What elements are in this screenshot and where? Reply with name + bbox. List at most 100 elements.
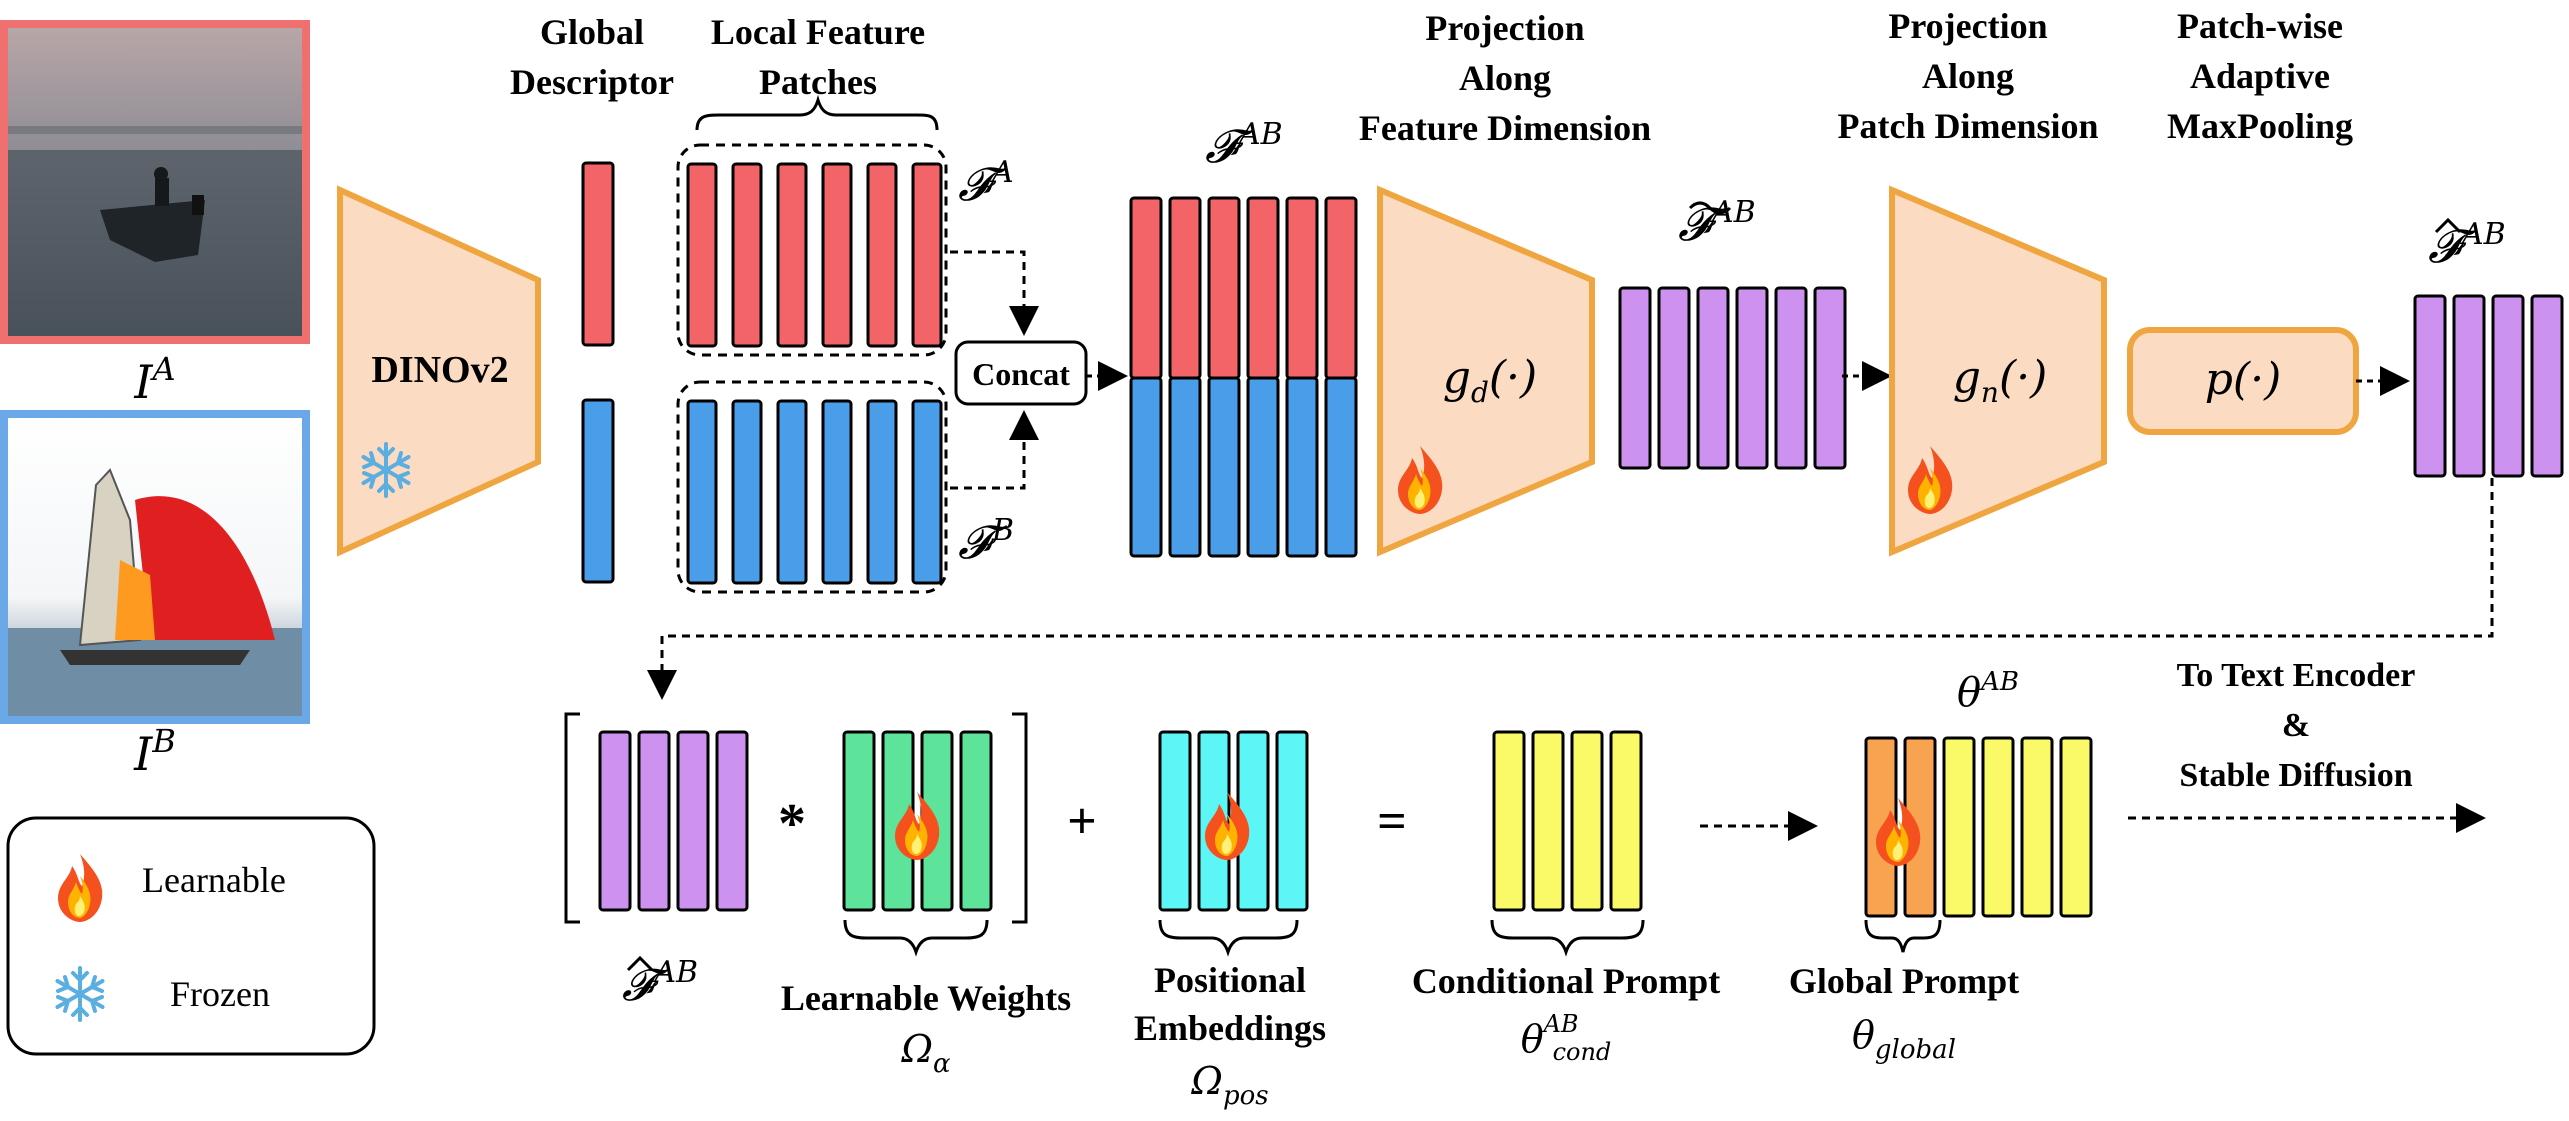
equals-operator: = [1377, 793, 1407, 850]
fhat-bottom-bar [676, 730, 710, 912]
feature-ab-label: 𝓕AB [1205, 117, 1283, 173]
conditional-prompt-bar [1570, 730, 1604, 912]
weights-brace [843, 919, 989, 957]
dinov2-encoder [337, 185, 541, 557]
header-patchwise-pool-line-1: Patch-wise [2177, 6, 2343, 46]
learnable-weight-bar [959, 730, 993, 912]
patch-a-bar [686, 162, 718, 348]
theta-ab-bar [2059, 736, 2093, 918]
fhat-bar [2491, 294, 2525, 478]
ftilde-bar [1696, 286, 1730, 470]
image-a-label: IA [133, 350, 175, 409]
positional-embedding-bar [1275, 730, 1309, 912]
fab-bar-top [1129, 196, 1163, 380]
patch-a-bar [776, 162, 808, 348]
fhat-bottom-bar [637, 730, 671, 912]
fab-bar-bottom [1129, 376, 1163, 558]
patch-b-bar [686, 399, 718, 585]
feature-hat-label: 𝓕AB [2428, 217, 2506, 273]
global-descriptor-b [581, 398, 615, 584]
text-encoder-caption-line-3: Stable Diffusion [2179, 757, 2412, 794]
image-b-border [0, 410, 310, 724]
header-local-feature-patches-line-1: Local Feature [711, 12, 925, 52]
concat-box [954, 340, 1088, 406]
positional-embedding-bar [1158, 730, 1192, 912]
arrow-fhat-to-bottom [647, 478, 2494, 700]
fab-bar-top [1168, 196, 1202, 380]
plus-operator: + [1067, 793, 1097, 850]
arrow-fa-to-concat [950, 250, 1039, 336]
patch-a-bar [911, 162, 943, 348]
ftilde-bar [1774, 286, 1808, 470]
fab-bar-bottom [1168, 376, 1202, 558]
conditional-prompt-bar [1492, 730, 1526, 912]
theta-ab-label: θAB [1957, 667, 2019, 716]
patch-a-bar [821, 162, 853, 348]
patch-b-bar [821, 399, 853, 585]
header-proj-patch-line-1: Projection [1888, 6, 2047, 46]
text-encoder-caption-line-2: & [2282, 707, 2310, 744]
ftilde-bar [1618, 286, 1652, 470]
hat-mark [2434, 217, 2462, 234]
image-a-border [0, 20, 310, 344]
hat-mark [626, 955, 654, 972]
patch-a-bar [866, 162, 898, 348]
header-patchwise-pool-line-2: Adaptive [2190, 56, 2330, 96]
theta-cond-label: θAB cond [1521, 1010, 1612, 1066]
fab-bar-top [1285, 196, 1319, 380]
theta-global-label: θglobal [1852, 1013, 1956, 1065]
theta-ab-bar [2020, 736, 2054, 918]
local-patches-a-container [676, 143, 948, 357]
gd-projection [1377, 185, 1595, 557]
legend-learnable-label: Learnable [142, 860, 286, 900]
global-prompt-caption: Global Prompt [1789, 961, 2019, 1001]
fab-bar-top [1246, 196, 1280, 380]
bracket-left [564, 712, 580, 924]
patch-a-bar [731, 162, 763, 348]
fab-bar-top [1207, 196, 1241, 380]
header-proj-feature-line-1: Projection [1425, 8, 1584, 48]
learnable-weights-caption: Learnable Weights [781, 978, 1071, 1018]
fab-bar-bottom [1246, 376, 1280, 558]
fab-bar-bottom [1324, 376, 1358, 558]
pooling-label: p(·) [2205, 354, 2281, 405]
patch-b-bar [731, 399, 763, 585]
ftilde-bar [1735, 286, 1769, 470]
feature-b-label: 𝓕B [958, 513, 1014, 569]
fhat-bar [2452, 294, 2486, 478]
header-proj-patch-line-2: Along [1922, 56, 2014, 96]
conditional-brace [1490, 919, 1645, 957]
theta-ab-bar [1942, 736, 1976, 918]
multiply-operator: * [778, 793, 806, 855]
fhat-bar [2413, 294, 2447, 478]
fab-bar-bottom [1285, 376, 1319, 558]
conditional-prompt-bar [1609, 730, 1643, 912]
fab-bar-top [1324, 196, 1358, 380]
patch-b-bar [866, 399, 898, 585]
omega-pos-label: Ωpos [1190, 1059, 1268, 1111]
fhat-bottom-bar [715, 730, 749, 912]
image-b-label: IB [133, 722, 176, 781]
gn-label: gn(·) [1953, 352, 2048, 409]
feature-a-label: 𝓕A [958, 155, 1014, 211]
fab-bar-bottom [1207, 376, 1241, 558]
header-proj-patch-line-3: Patch Dimension [1838, 106, 2099, 146]
global-descriptor-a [581, 161, 615, 347]
positional-caption-line-1: Positional [1154, 960, 1306, 1000]
fhat-bottom-bar [598, 730, 632, 912]
image-a [0, 20, 310, 344]
header-patchwise-pool-line-3: MaxPooling [2167, 106, 2353, 146]
concat-label: Concat [972, 356, 1070, 392]
conditional-prompt-bar [1531, 730, 1565, 912]
conditional-prompt-caption: Conditional Prompt [1412, 961, 1720, 1001]
legend-box [6, 816, 376, 1056]
tilde-mark [1688, 201, 1732, 215]
header-global-descriptor-line-2: Descriptor [510, 62, 674, 102]
bracket-right [1012, 712, 1028, 924]
positional-brace [1158, 919, 1299, 957]
header-global-descriptor-line-1: Global [540, 12, 644, 52]
header-proj-feature-line-2: Along [1459, 58, 1551, 98]
gn-projection [1889, 185, 2107, 557]
text-encoder-caption-line-1: To Text Encoder [2177, 657, 2416, 694]
